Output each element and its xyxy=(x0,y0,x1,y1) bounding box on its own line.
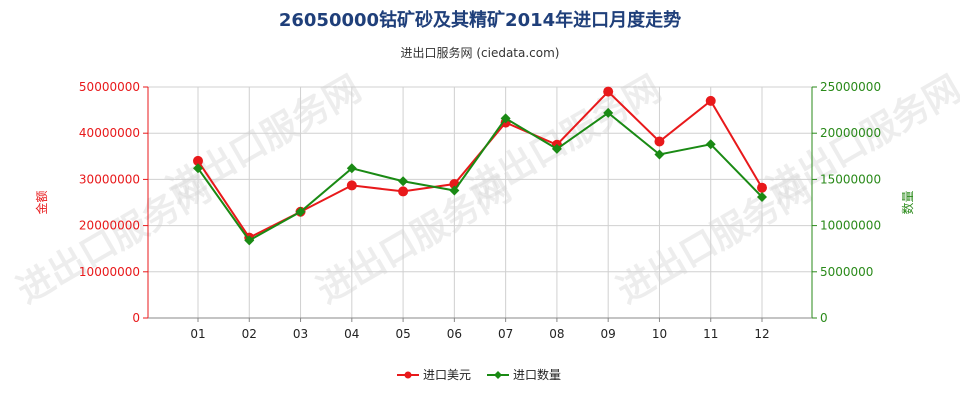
axes: 0 10000000 20000000 30000000 40000000 5000000… xyxy=(34,80,915,341)
y-left-tick-label: 10000000 xyxy=(79,265,140,279)
data-point-diamond xyxy=(244,235,255,246)
y-left-axis-label: 金额 xyxy=(34,190,49,214)
series-line-2 xyxy=(197,111,763,242)
data-point-circle xyxy=(346,180,357,191)
x-tick-label: 03 xyxy=(293,327,308,341)
data-point-diamond xyxy=(705,139,716,150)
y-right-axis-label: 数量 xyxy=(900,190,915,214)
x-tick-label: 04 xyxy=(344,327,359,341)
y-right-tick-label: 0 xyxy=(820,311,828,325)
x-tick-label: 12 xyxy=(754,327,769,341)
data-point-circle xyxy=(398,186,409,197)
data-point-diamond xyxy=(193,163,203,174)
data-point-diamond xyxy=(654,149,665,160)
data-point-circle xyxy=(705,95,716,106)
data-point-diamond xyxy=(295,206,306,217)
y-left-tick-label: 40000000 xyxy=(79,126,140,140)
y-left-tick-label: 20000000 xyxy=(79,219,140,233)
watermark-text: 进出口服务网 xyxy=(160,68,368,212)
x-tick-label: 11 xyxy=(703,327,718,341)
y-right-tick-label: 20000000 xyxy=(820,126,881,140)
series xyxy=(193,86,767,246)
y-left-tick-label: 50000000 xyxy=(79,80,140,94)
x-tick-label: 01 xyxy=(190,327,205,341)
chart-subtitle: 进出口服务网 (ciedata.com) xyxy=(401,45,560,60)
x-tick-label: 02 xyxy=(242,327,257,341)
y-left-tick-label: 30000000 xyxy=(79,172,140,186)
chart-title: 26050000钴矿砂及其精矿2014年进口月度走势 xyxy=(279,9,681,31)
x-tick-label: 06 xyxy=(447,327,462,341)
y-right-tick-label: 5000000 xyxy=(820,265,873,279)
data-point-circle xyxy=(654,136,665,147)
y-left-tick-label: 0 xyxy=(132,311,140,325)
data-point-diamond xyxy=(398,176,409,187)
legend-marker-diamond xyxy=(494,371,502,379)
x-tick-label: 10 xyxy=(652,327,667,341)
x-tick-label: 05 xyxy=(395,327,410,341)
data-point-circle xyxy=(603,86,614,97)
legend: 进口美元 进口数量 xyxy=(397,367,561,382)
y-right-tick-label: 15000000 xyxy=(820,172,881,186)
data-point-diamond xyxy=(346,163,357,174)
y-right-tick-label: 25000000 xyxy=(820,80,881,94)
x-tick-label: 09 xyxy=(601,327,616,341)
legend-label-2: 进口数量 xyxy=(513,367,561,382)
x-tick-label: 07 xyxy=(498,327,513,341)
data-point-circle xyxy=(193,155,203,166)
data-point-diamond xyxy=(551,143,562,154)
legend-label-1: 进口美元 xyxy=(423,368,471,382)
data-point-diamond xyxy=(603,107,614,118)
data-point-diamond xyxy=(449,185,460,196)
legend-marker-circle xyxy=(404,371,412,379)
data-point-circle xyxy=(757,182,767,193)
data-point-diamond xyxy=(500,113,511,124)
data-point-diamond xyxy=(757,191,767,202)
y-right-tick-label: 10000000 xyxy=(820,219,881,233)
x-tick-label: 08 xyxy=(549,327,564,341)
